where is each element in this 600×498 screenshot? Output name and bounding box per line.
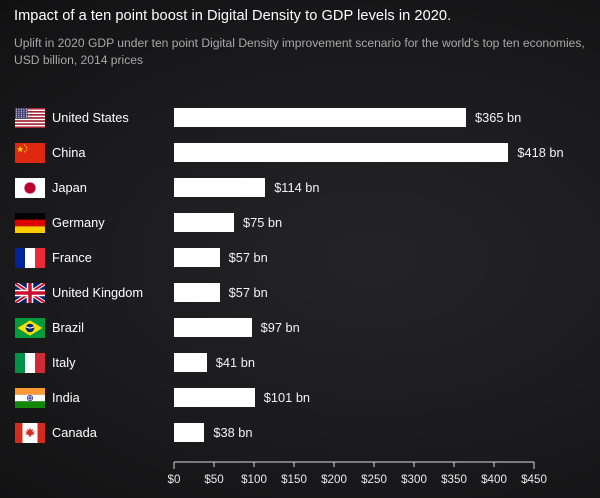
bar (174, 353, 207, 372)
country-label: China (52, 145, 86, 160)
flag-united-kingdom-icon (15, 283, 45, 303)
chart-row: Germany $75 bn (0, 211, 600, 235)
flag-france-icon (15, 248, 45, 268)
chart-row: Italy $41 bn (0, 351, 600, 375)
flag-canada-icon (15, 423, 45, 443)
bar (174, 178, 266, 197)
bar (174, 248, 220, 267)
bar (174, 143, 509, 162)
bar (174, 108, 466, 127)
chart-row: United States $365 bn (0, 106, 600, 130)
country-label: United Kingdom (52, 285, 144, 300)
flag-germany-icon (15, 213, 45, 233)
bar (174, 388, 255, 407)
bar (174, 283, 220, 302)
chart-row: Japan $114 bn (0, 176, 600, 200)
bar-value-label: $365 bn (475, 110, 522, 125)
chart-row: Canada $38 bn (0, 421, 600, 445)
chart-row: France $57 bn (0, 246, 600, 270)
country-label: Brazil (52, 320, 84, 335)
bar-value-label: $97 bn (260, 320, 300, 335)
chart-row: Brazil $97 bn (0, 316, 600, 340)
bar (174, 213, 234, 232)
chart-row: United Kingdom $57 bn (0, 281, 600, 305)
country-label: Italy (52, 355, 76, 370)
bar-value-label: $101 bn (263, 390, 311, 405)
bar-value-label: $75 bn (243, 215, 283, 230)
flag-brazil-icon (15, 318, 45, 338)
country-label: United States (52, 110, 129, 125)
bar-value-label: $57 bn (228, 285, 268, 300)
country-label: Japan (52, 180, 87, 195)
flag-india-icon (15, 388, 45, 408)
bar-value-label: $57 bn (228, 250, 268, 265)
flag-japan-icon (15, 178, 45, 198)
country-label: India (52, 390, 80, 405)
chart-row: China $418 bn (0, 141, 600, 165)
bar-value-label: $38 bn (213, 425, 253, 440)
chart-title: Impact of a ten point boost in Digital D… (14, 8, 452, 24)
bar-value-label: $418 bn (517, 145, 564, 160)
bar-value-label: $41 bn (215, 355, 255, 370)
country-label: France (52, 250, 92, 265)
flag-united-states-icon (15, 108, 45, 128)
country-label: Canada (52, 425, 97, 440)
bar-value-label: $114 bn (274, 180, 320, 195)
chart-subtitle: Uplift in 2020 GDP under ten point Digit… (14, 36, 585, 67)
flag-italy-icon (15, 353, 45, 373)
flag-china-icon (15, 143, 45, 163)
country-label: Germany (52, 215, 105, 230)
chart-header: Impact of a ten point boost in Digital D… (14, 6, 592, 68)
bar (174, 318, 252, 337)
chart-row: India $101 bn (0, 386, 600, 410)
bar (174, 423, 205, 442)
